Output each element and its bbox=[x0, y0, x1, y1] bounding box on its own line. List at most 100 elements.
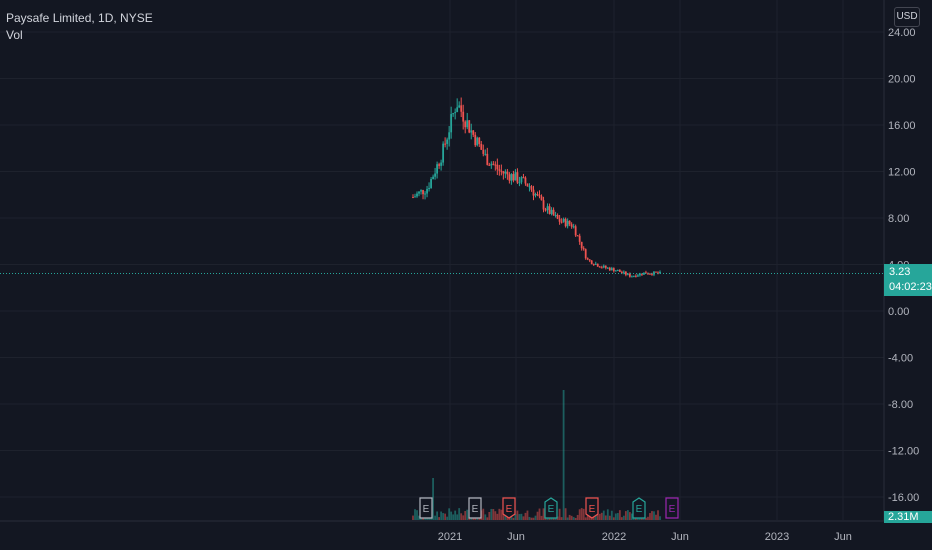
candle-body bbox=[500, 170, 503, 172]
volume-bar bbox=[520, 513, 523, 520]
volume-bar bbox=[500, 509, 503, 520]
earnings-marker-shape bbox=[468, 497, 482, 519]
price-tick-label: 12.00 bbox=[888, 167, 916, 179]
candle-body bbox=[602, 265, 605, 268]
candle-body bbox=[478, 137, 481, 144]
time-axis[interactable]: 2021 Jun 2022 Jun 2023 Jun bbox=[438, 531, 852, 543]
candle-body bbox=[438, 164, 441, 166]
candle-body bbox=[450, 114, 453, 133]
candle-body bbox=[616, 270, 619, 272]
volume-bar bbox=[452, 514, 455, 520]
volume-bar bbox=[574, 517, 577, 520]
volume-bar bbox=[462, 515, 465, 520]
volume-bar bbox=[618, 510, 621, 520]
volume-bar bbox=[412, 515, 414, 520]
candle-body bbox=[474, 134, 477, 146]
candle-body bbox=[653, 271, 655, 275]
volume-bar bbox=[626, 510, 629, 520]
candle-body bbox=[530, 186, 533, 190]
candle-body bbox=[452, 113, 455, 115]
candle-body bbox=[512, 174, 515, 181]
candle-body bbox=[568, 220, 571, 225]
symbol-title[interactable]: Paysafe Limited, 1D, NYSE bbox=[6, 11, 153, 25]
volume-bar bbox=[484, 514, 487, 520]
candle-body bbox=[540, 196, 543, 201]
candle-body bbox=[655, 271, 657, 273]
candle-body bbox=[570, 224, 573, 227]
candle-body bbox=[564, 218, 567, 227]
volume-bar bbox=[659, 516, 661, 520]
price-candles bbox=[412, 97, 661, 278]
candle-body bbox=[637, 275, 639, 277]
time-tick-label: Jun bbox=[834, 531, 852, 543]
volume-bar bbox=[476, 517, 479, 520]
volume-bar bbox=[560, 517, 563, 520]
candle-body bbox=[624, 271, 627, 275]
candle-body bbox=[458, 105, 461, 108]
price-tick-label: 0.00 bbox=[888, 306, 909, 318]
candle-body bbox=[536, 194, 539, 196]
volume-bar bbox=[418, 515, 420, 520]
volume-bars bbox=[412, 390, 661, 520]
volume-bar bbox=[458, 508, 461, 520]
candle-body bbox=[454, 112, 457, 114]
earnings-marker-shape bbox=[544, 497, 558, 519]
time-tick-label: Jun bbox=[507, 531, 525, 543]
earnings-marker[interactable]: E bbox=[544, 497, 558, 519]
volume-bar bbox=[594, 514, 597, 520]
candle-body bbox=[476, 137, 479, 146]
volume-bar bbox=[532, 517, 535, 520]
volume-bar bbox=[416, 510, 418, 520]
candle-body bbox=[442, 143, 445, 163]
volume-bar bbox=[572, 517, 575, 520]
volume-bar bbox=[432, 478, 434, 520]
candle-body bbox=[424, 193, 426, 195]
earnings-marker[interactable]: E bbox=[419, 497, 433, 519]
volume-bar bbox=[576, 514, 579, 520]
volume-indicator-label[interactable]: Vol bbox=[6, 28, 23, 42]
candle-body bbox=[628, 273, 631, 277]
candle-body bbox=[418, 191, 420, 194]
price-axis[interactable]: 24.0020.0016.0012.008.004.000.00-4.00-8.… bbox=[888, 27, 919, 504]
earnings-marker[interactable]: E bbox=[665, 497, 679, 519]
candle-body bbox=[659, 271, 661, 274]
candle-body bbox=[560, 221, 563, 223]
candle-body bbox=[600, 267, 603, 269]
candle-body bbox=[520, 177, 523, 183]
candle-body bbox=[528, 186, 531, 188]
candle-body bbox=[632, 275, 635, 277]
earnings-marker-label: E bbox=[472, 504, 479, 515]
volume-bar bbox=[538, 508, 541, 520]
candle-body bbox=[635, 275, 637, 277]
volume-bar bbox=[653, 511, 655, 520]
candle-body bbox=[428, 187, 430, 189]
candle-body bbox=[576, 235, 579, 237]
volume-bar bbox=[492, 509, 495, 520]
volume-bar bbox=[466, 509, 469, 520]
earnings-marker-label: E bbox=[589, 504, 596, 515]
earnings-marker-shape bbox=[585, 497, 599, 519]
time-tick-label: 2023 bbox=[765, 531, 789, 543]
volume-bar bbox=[540, 515, 543, 520]
candle-body bbox=[486, 153, 489, 165]
currency-button[interactable]: USD bbox=[894, 7, 920, 27]
candle-body bbox=[580, 241, 583, 249]
earnings-marker[interactable]: E bbox=[502, 497, 516, 519]
volume-bar bbox=[486, 517, 489, 520]
last-price-value: 3.23 bbox=[889, 266, 911, 278]
candle-body bbox=[594, 263, 597, 265]
time-tick-label: Jun bbox=[671, 531, 689, 543]
volume-bar bbox=[498, 508, 501, 520]
earnings-marker[interactable]: E bbox=[468, 497, 482, 519]
volume-bar bbox=[558, 508, 561, 520]
earnings-marker[interactable]: E bbox=[585, 497, 599, 519]
earnings-marker[interactable]: E bbox=[632, 497, 646, 519]
earnings-marker-label: E bbox=[423, 504, 430, 515]
candle-body bbox=[544, 209, 547, 211]
volume-bar bbox=[512, 517, 515, 520]
candle-body bbox=[434, 173, 436, 177]
volume-bar bbox=[645, 517, 647, 520]
price-tick-label: 24.00 bbox=[888, 27, 916, 39]
volume-bar bbox=[502, 512, 505, 520]
